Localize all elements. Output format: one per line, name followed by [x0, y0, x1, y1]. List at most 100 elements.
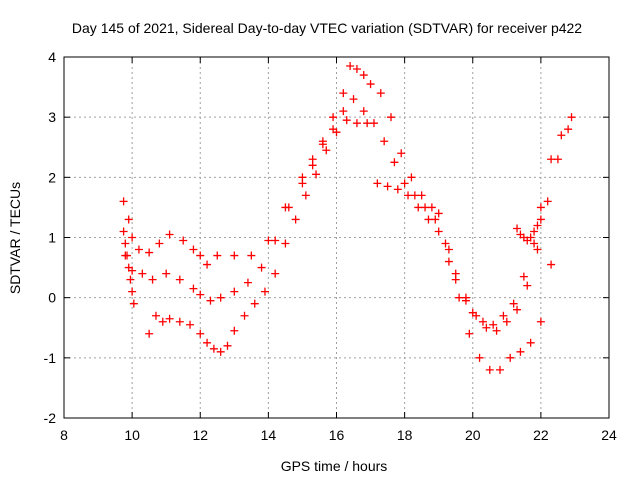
data-point	[543, 197, 552, 206]
data-point	[434, 209, 443, 218]
data-point	[189, 284, 198, 293]
data-point	[203, 260, 212, 269]
data-point	[339, 89, 348, 98]
data-point	[547, 155, 556, 164]
x-tick-label: 10	[124, 427, 140, 443]
data-point	[203, 338, 212, 347]
data-point	[124, 263, 133, 272]
data-point	[414, 203, 423, 212]
data-point	[536, 215, 545, 224]
y-tick-label: 2	[48, 169, 56, 185]
x-tick-label: 24	[601, 427, 617, 443]
data-point	[475, 353, 484, 362]
data-point	[499, 311, 508, 320]
data-point	[165, 314, 174, 323]
y-tick-label: 1	[48, 230, 56, 246]
data-point	[393, 185, 402, 194]
data-point	[119, 227, 128, 236]
data-point	[346, 62, 355, 71]
axis-ticks	[63, 56, 610, 419]
data-point	[308, 161, 317, 170]
data-point	[369, 119, 378, 128]
data-point	[129, 299, 138, 308]
data-point	[502, 317, 511, 326]
data-point	[553, 155, 562, 164]
data-point	[264, 236, 273, 245]
data-point	[441, 239, 450, 248]
data-point	[451, 269, 460, 278]
data-point	[329, 113, 338, 122]
data-point	[312, 170, 321, 179]
data-point	[530, 239, 539, 248]
data-point	[155, 239, 164, 248]
y-tick-label: -2	[44, 410, 57, 426]
data-point	[339, 107, 348, 116]
x-tick-label: 18	[397, 427, 413, 443]
data-point	[121, 239, 130, 248]
data-point	[533, 245, 542, 254]
series-track-lower	[145, 116, 556, 374]
data-point	[247, 251, 256, 260]
data-point	[424, 215, 433, 224]
data-point	[158, 317, 167, 326]
data-point	[126, 275, 135, 284]
data-point	[400, 179, 409, 188]
data-point	[145, 248, 154, 257]
x-tick-label: 20	[465, 427, 481, 443]
x-axis-label: GPS time / hours	[281, 458, 388, 474]
data-point	[119, 197, 128, 206]
data-point	[485, 365, 494, 374]
data-point	[407, 173, 416, 182]
data-point	[526, 338, 535, 347]
x-tick-label: 12	[192, 427, 208, 443]
data-point	[410, 191, 419, 200]
data-point	[492, 326, 501, 335]
data-point	[434, 227, 443, 236]
data-point	[179, 236, 188, 245]
data-point	[366, 80, 375, 89]
y-tick-label: -1	[44, 350, 57, 366]
data-point	[472, 311, 481, 320]
data-point	[444, 257, 453, 266]
data-point	[213, 251, 222, 260]
data-point	[465, 329, 474, 338]
data-point	[352, 65, 361, 74]
data-point	[557, 131, 566, 140]
series-segment-early	[119, 227, 138, 308]
data-point	[380, 137, 389, 146]
data-point	[478, 317, 487, 326]
data-point	[216, 293, 225, 302]
x-tick-label: 16	[329, 427, 345, 443]
x-tick-label: 14	[261, 427, 277, 443]
data-point	[547, 260, 556, 269]
series-track-middle	[121, 95, 573, 335]
data-point	[489, 320, 498, 329]
data-point	[151, 311, 160, 320]
data-point	[240, 311, 249, 320]
x-tick-label: 8	[60, 427, 68, 443]
data-point	[519, 272, 528, 281]
data-point	[352, 119, 361, 128]
data-point	[145, 329, 154, 338]
data-point	[383, 182, 392, 191]
data-point	[189, 245, 198, 254]
data-point	[404, 191, 413, 200]
data-point	[444, 245, 453, 254]
y-tick-label: 3	[48, 109, 56, 125]
data-point	[349, 95, 358, 104]
y-tick-label: 0	[48, 290, 56, 306]
data-point	[175, 275, 184, 284]
data-point	[417, 191, 426, 200]
data-point	[513, 224, 522, 233]
data-point	[359, 107, 368, 116]
data-point	[397, 149, 406, 158]
data-point	[342, 116, 351, 125]
data-point	[298, 179, 307, 188]
x-tick-label: 22	[533, 427, 549, 443]
data-point	[260, 287, 269, 296]
data-point	[318, 140, 327, 149]
data-point	[216, 347, 225, 356]
data-point	[148, 275, 157, 284]
data-point	[175, 317, 184, 326]
